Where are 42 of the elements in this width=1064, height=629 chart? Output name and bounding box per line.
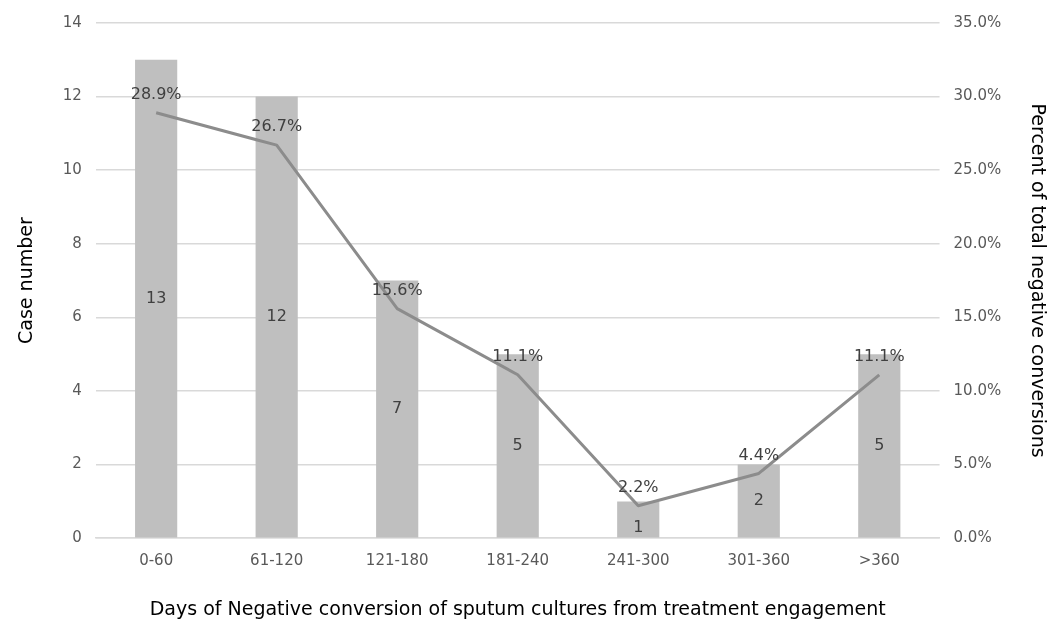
y-axis-title: Case number	[14, 217, 37, 344]
data-label: 26.7%	[251, 116, 303, 136]
data-label: 11.1%	[492, 345, 544, 365]
x-tick-label: 61-120	[250, 551, 304, 570]
bar	[737, 464, 780, 538]
y2-tick-label: 5.0%	[953, 454, 992, 473]
y-tick-label: 12	[62, 86, 82, 105]
data-label: 1	[633, 516, 644, 536]
x-tick-label: 301-360	[727, 551, 791, 570]
data-label: 7	[392, 398, 403, 418]
y2-tick-label: 15.0%	[953, 307, 1002, 326]
y2-tick-label: 35.0%	[953, 12, 1002, 31]
y-tick-label: 14	[62, 12, 82, 31]
data-label: 2	[753, 490, 764, 510]
x-tick-label: 241-300	[606, 551, 670, 570]
y-tick-label: 0	[72, 528, 82, 547]
y2-axis-title: Percent of total negative conversions	[1027, 103, 1050, 458]
bar	[617, 501, 660, 538]
data-label: 5	[512, 434, 523, 454]
x-axis-title: Days of Negative conversion of sputum cultures from treatment engagement	[149, 596, 886, 619]
y2-tick-label: 20.0%	[953, 233, 1002, 252]
y2-tick-label: 10.0%	[953, 380, 1002, 399]
y-tick-label: 4	[72, 380, 82, 399]
x-tick-label: >360	[858, 551, 900, 570]
y2-tick-label: 30.0%	[953, 86, 1002, 105]
y2-tick-label: 25.0%	[953, 160, 1002, 179]
x-tick-label: 121-180	[365, 551, 429, 570]
x-tick-label: 0-60	[139, 551, 174, 570]
y-tick-label: 2	[72, 454, 82, 473]
y-tick-label: 10	[62, 160, 82, 179]
y-tick-label: 6	[72, 307, 82, 326]
data-label: 15.6%	[371, 279, 423, 299]
y-tick-label: 8	[72, 233, 82, 252]
data-label: 13	[145, 287, 167, 307]
data-label: 12	[266, 306, 287, 326]
data-label: 28.9%	[130, 83, 182, 103]
data-label: 4.4%	[738, 444, 780, 464]
data-label: 2.2%	[617, 476, 659, 496]
x-tick-label: 181-240	[486, 551, 550, 570]
y2-tick-label: 0.0%	[953, 528, 992, 547]
data-label: 11.1%	[853, 345, 905, 365]
data-label: 5	[874, 434, 885, 454]
